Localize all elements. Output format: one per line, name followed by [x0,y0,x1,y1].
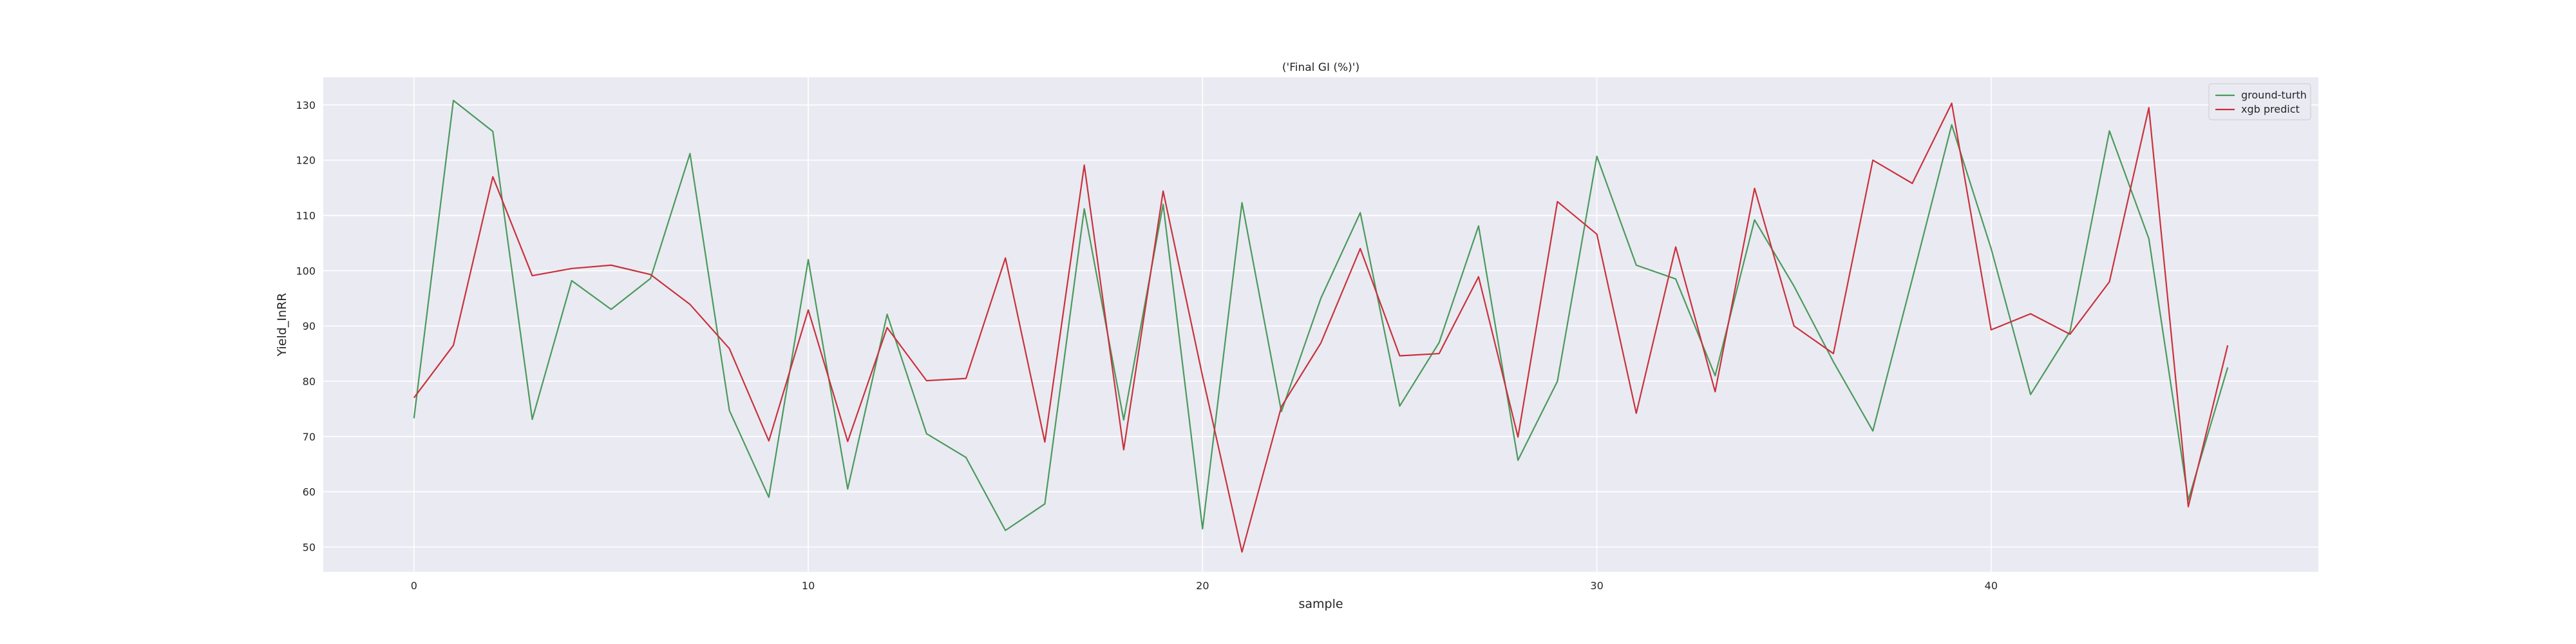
y-tick-label: 70 [303,431,316,443]
grid [323,77,2318,572]
series-line-ground-truth [413,99,2229,531]
legend-box [2208,83,2311,120]
series-line-xgb-predict [413,102,2229,553]
ticks: 0 10 20 30 40 50 60 70 80 90 100 110 120 130 [296,99,1998,592]
legend: ground-turth xgb predict [2208,83,2311,120]
y-tick-label: 60 [303,486,316,498]
x-tick-label: 10 [802,580,815,592]
y-tick-label: 130 [296,99,316,111]
series-layer [413,99,2229,553]
y-tick-label: 50 [303,541,316,553]
y-tick-label: 90 [303,320,316,332]
chart-title: ('Final GI (%)') [1282,61,1359,74]
legend-label: ground-turth [2241,89,2307,101]
x-tick-label: 40 [1985,580,1998,592]
y-tick-label: 80 [303,375,316,388]
y-tick-label: 110 [296,210,316,222]
y-axis-label: Yield_InRR [275,293,289,357]
y-tick-label: 100 [296,265,316,277]
plot-area [323,77,2318,572]
legend-label: xgb predict [2241,103,2300,115]
x-axis-label: sample [1298,597,1343,611]
y-tick-label: 120 [296,155,316,167]
x-tick-label: 0 [411,580,417,592]
x-tick-label: 30 [1590,580,1603,592]
x-tick-label: 20 [1196,580,1209,592]
